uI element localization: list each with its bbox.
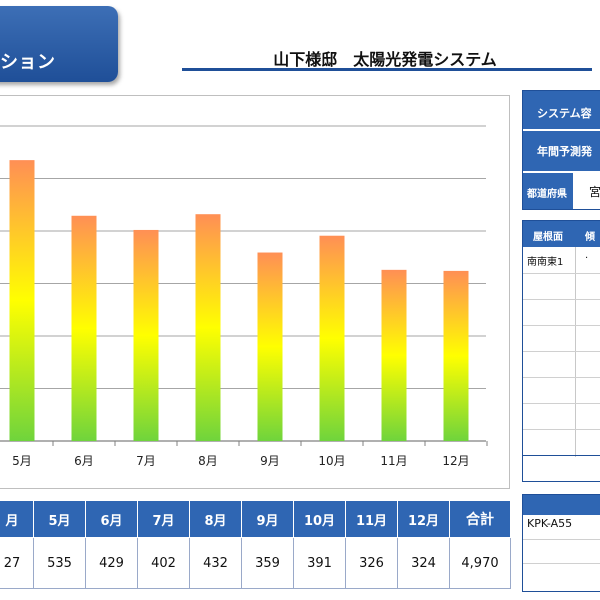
chart-bar	[257, 252, 283, 441]
prefecture-label: 都道府県	[527, 189, 567, 200]
roof-column-divider	[575, 247, 576, 457]
table-value-cell: 324	[397, 537, 450, 589]
table-value-cell: 27	[0, 537, 34, 589]
roof-row-line	[523, 377, 600, 378]
table-header-row: 月 5月 6月 7月 8月 9月 10月 11月 12月 合計	[0, 500, 511, 538]
table-header-cell: 10月	[293, 500, 346, 538]
page-tab: ション	[0, 6, 118, 82]
table-value-cell: 402	[137, 537, 190, 589]
chart-x-tick-label: 8月	[198, 454, 218, 468]
table-value-cell: 391	[293, 537, 346, 589]
table-value-cell: 326	[345, 537, 398, 589]
table-header-cell: 7月	[137, 500, 190, 538]
table-header-cell: 8月	[189, 500, 242, 538]
chart-x-tick-label: 10月	[318, 454, 345, 468]
module-box: KPK-A55	[522, 494, 600, 592]
prefecture-label-cell: 都道府県	[523, 173, 573, 209]
system-capacity-row: システム容	[523, 91, 600, 131]
table-header-cell: 11月	[345, 500, 398, 538]
table-header-cell: 5月	[33, 500, 86, 538]
module-row-line	[523, 563, 600, 564]
table-header-cell: 9月	[241, 500, 294, 538]
chart-x-tick-label: 5月	[12, 454, 32, 468]
chart-bars	[9, 160, 469, 441]
system-capacity-label: システム容	[537, 107, 592, 120]
roof-header-surface: 屋根面	[533, 232, 563, 243]
table-total-header: 合計	[449, 500, 511, 538]
prefecture-value-cell: 宮	[575, 173, 600, 209]
table-value-cell: 432	[189, 537, 242, 589]
roof-footer-line	[523, 455, 600, 456]
chart-bar	[195, 214, 221, 441]
table-total-value: 4,970	[449, 537, 511, 589]
chart-bar	[319, 235, 345, 441]
chart-bar	[443, 270, 469, 441]
chart-x-tick-label: 7月	[136, 454, 156, 468]
page-tab-label: ション	[0, 52, 56, 73]
chart-x-tick-label: 9月	[260, 454, 280, 468]
module-row-line	[523, 539, 600, 540]
roof-row-line	[523, 325, 600, 326]
roof-row-line	[523, 351, 600, 352]
roof-header-tilt: 傾	[585, 232, 595, 243]
chart-bar	[381, 269, 407, 441]
system-info-box: システム容 年間予測発 都道府県 宮	[522, 90, 600, 210]
chart-x-ticks: 5月 6月 7月 8月 9月 10月 11月 12月	[12, 441, 488, 468]
monthly-generation-chart: 5月 6月 7月 8月 9月 10月 11月 12月	[0, 125, 488, 468]
roof-row-line	[523, 299, 600, 300]
table-value-cell: 359	[241, 537, 294, 589]
table-header-cell: 6月	[85, 500, 138, 538]
table-value-cell: 535	[33, 537, 86, 589]
module-header	[523, 495, 600, 515]
table-header-cell: 月	[0, 500, 34, 538]
roof-row-surface: 南南東1	[527, 257, 564, 268]
roof-row-line	[523, 403, 600, 404]
chart-x-tick-label: 6月	[74, 454, 94, 468]
chart-bar	[71, 215, 97, 441]
roof-row-line	[523, 429, 600, 430]
monthly-values-table: 月 5月 6月 7月 8月 9月 10月 11月 12月 合計 27 535 4…	[0, 500, 511, 589]
chart-panel: 5月 6月 7月 8月 9月 10月 11月 12月	[0, 95, 510, 489]
roof-row-tilt: ·	[585, 253, 589, 264]
chart-x-tick-label: 12月	[442, 454, 469, 468]
title-underline	[182, 68, 592, 71]
table-value-cell: 429	[85, 537, 138, 589]
annual-generation-row: 年間予測発	[523, 131, 600, 171]
prefecture-value: 宮	[589, 185, 600, 199]
annual-generation-label: 年間予測発	[537, 145, 592, 158]
chart-bar	[9, 160, 35, 441]
chart-bar	[133, 229, 159, 441]
table-header-cell: 12月	[397, 500, 450, 538]
roof-row-line	[523, 273, 600, 274]
roof-table: 屋根面 傾 南南東1 ·	[522, 220, 600, 482]
chart-x-tick-label: 11月	[380, 454, 407, 468]
table-value-row: 27 535 429 402 432 359 391 326 324 4,970	[0, 537, 511, 589]
module-model-value: KPK-A55	[527, 517, 573, 530]
page-title: 山下様邸 太陽光発電システム	[273, 50, 497, 69]
roof-table-header: 屋根面 傾	[523, 221, 600, 247]
